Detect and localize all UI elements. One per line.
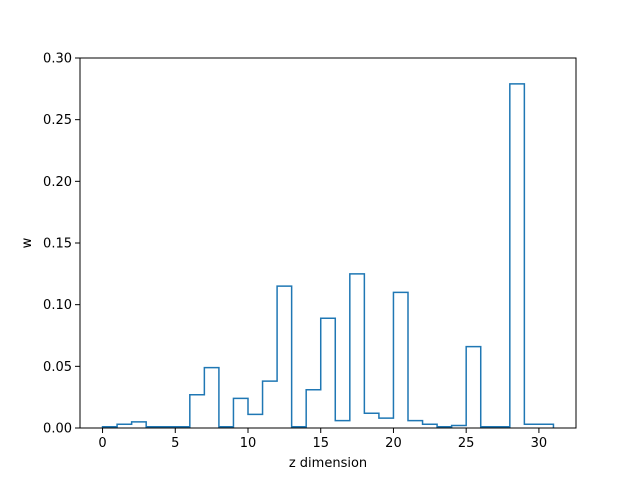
x-ticks: 0 5 10 15 20 25 30 [98,428,547,451]
y-tick-label: 0.05 [43,360,72,375]
y-tick-label: 0.00 [43,422,72,437]
y-tick-label: 0.10 [43,298,72,313]
series-layer [101,83,555,428]
plot-area [80,58,576,428]
x-tick-label: 25 [458,436,475,451]
x-tick-label: 0 [98,436,106,451]
x-tick-label: 30 [531,436,548,451]
x-axis-label: z dimension [289,456,367,471]
y-tick-label: 0.30 [43,52,72,67]
y-tick-label: 0.25 [43,113,72,128]
y-tick-label: 0.20 [43,175,72,190]
y-ticks: 0.00 0.05 0.10 0.15 0.20 0.25 0.30 [43,52,80,437]
y-tick-label: 0.15 [43,237,72,252]
y-axis-label: w [20,237,35,248]
histogram-step-line-0 [101,83,555,428]
x-tick-label: 10 [240,436,257,451]
x-tick-label: 5 [171,436,179,451]
x-tick-label: 15 [312,436,329,451]
x-tick-label: 20 [385,436,402,451]
